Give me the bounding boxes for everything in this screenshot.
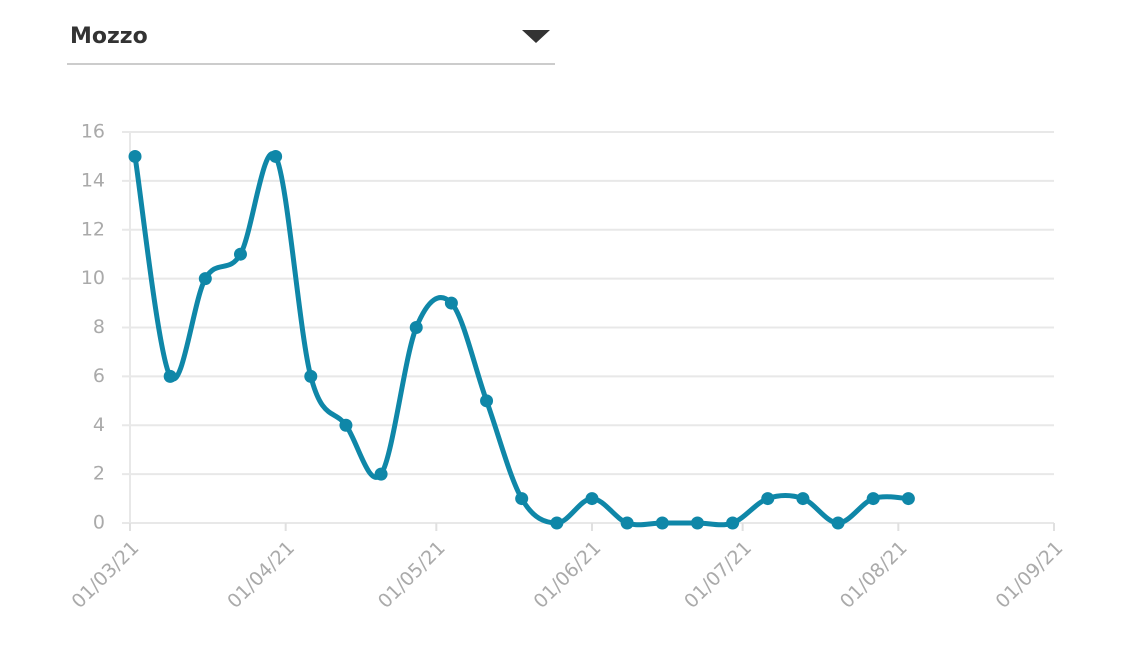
x-tick-label: 01/04/21	[223, 537, 299, 613]
dropdown[interactable]: Mozzo	[67, 24, 555, 65]
y-tick-label: 12	[81, 218, 105, 240]
y-tick-label: 6	[93, 365, 105, 387]
point	[128, 149, 142, 163]
x-tick-label: 01/07/21	[680, 537, 756, 613]
point	[831, 516, 845, 530]
dropdown-arrow[interactable]	[522, 30, 550, 43]
y-tick-label: 10	[81, 267, 105, 289]
point	[866, 492, 880, 506]
y-tick-label: 14	[81, 169, 105, 191]
y-tick-label: 0	[93, 512, 105, 534]
point	[233, 247, 247, 261]
y-tick-label: 2	[93, 463, 105, 485]
point	[515, 492, 529, 506]
y-tick-label: 8	[93, 316, 105, 338]
point	[901, 492, 915, 506]
point	[796, 492, 810, 506]
x-tick-label: 01/05/21	[374, 537, 450, 613]
point	[690, 516, 704, 530]
y-tick-label: 16	[81, 121, 105, 143]
point	[409, 321, 423, 334]
point	[620, 516, 634, 530]
dropdown-label[interactable]: Mozzo	[70, 24, 148, 49]
x-tick-label: 01/06/21	[530, 537, 606, 613]
x-tick-label: 01/03/21	[68, 537, 144, 613]
point	[163, 369, 177, 383]
point	[726, 516, 740, 530]
point	[444, 296, 458, 310]
point	[374, 467, 388, 481]
y-tick-label: 4	[93, 414, 105, 436]
point	[655, 516, 669, 530]
line	[132, 151, 909, 528]
point	[480, 394, 494, 408]
point	[761, 492, 775, 506]
point	[304, 369, 318, 383]
point	[339, 418, 353, 432]
x-tick-label: 01/09/21	[992, 537, 1068, 613]
point	[550, 516, 564, 530]
point	[585, 492, 599, 506]
point	[198, 272, 212, 286]
x-tick-label: 01/08/21	[836, 537, 912, 613]
point	[269, 149, 283, 163]
